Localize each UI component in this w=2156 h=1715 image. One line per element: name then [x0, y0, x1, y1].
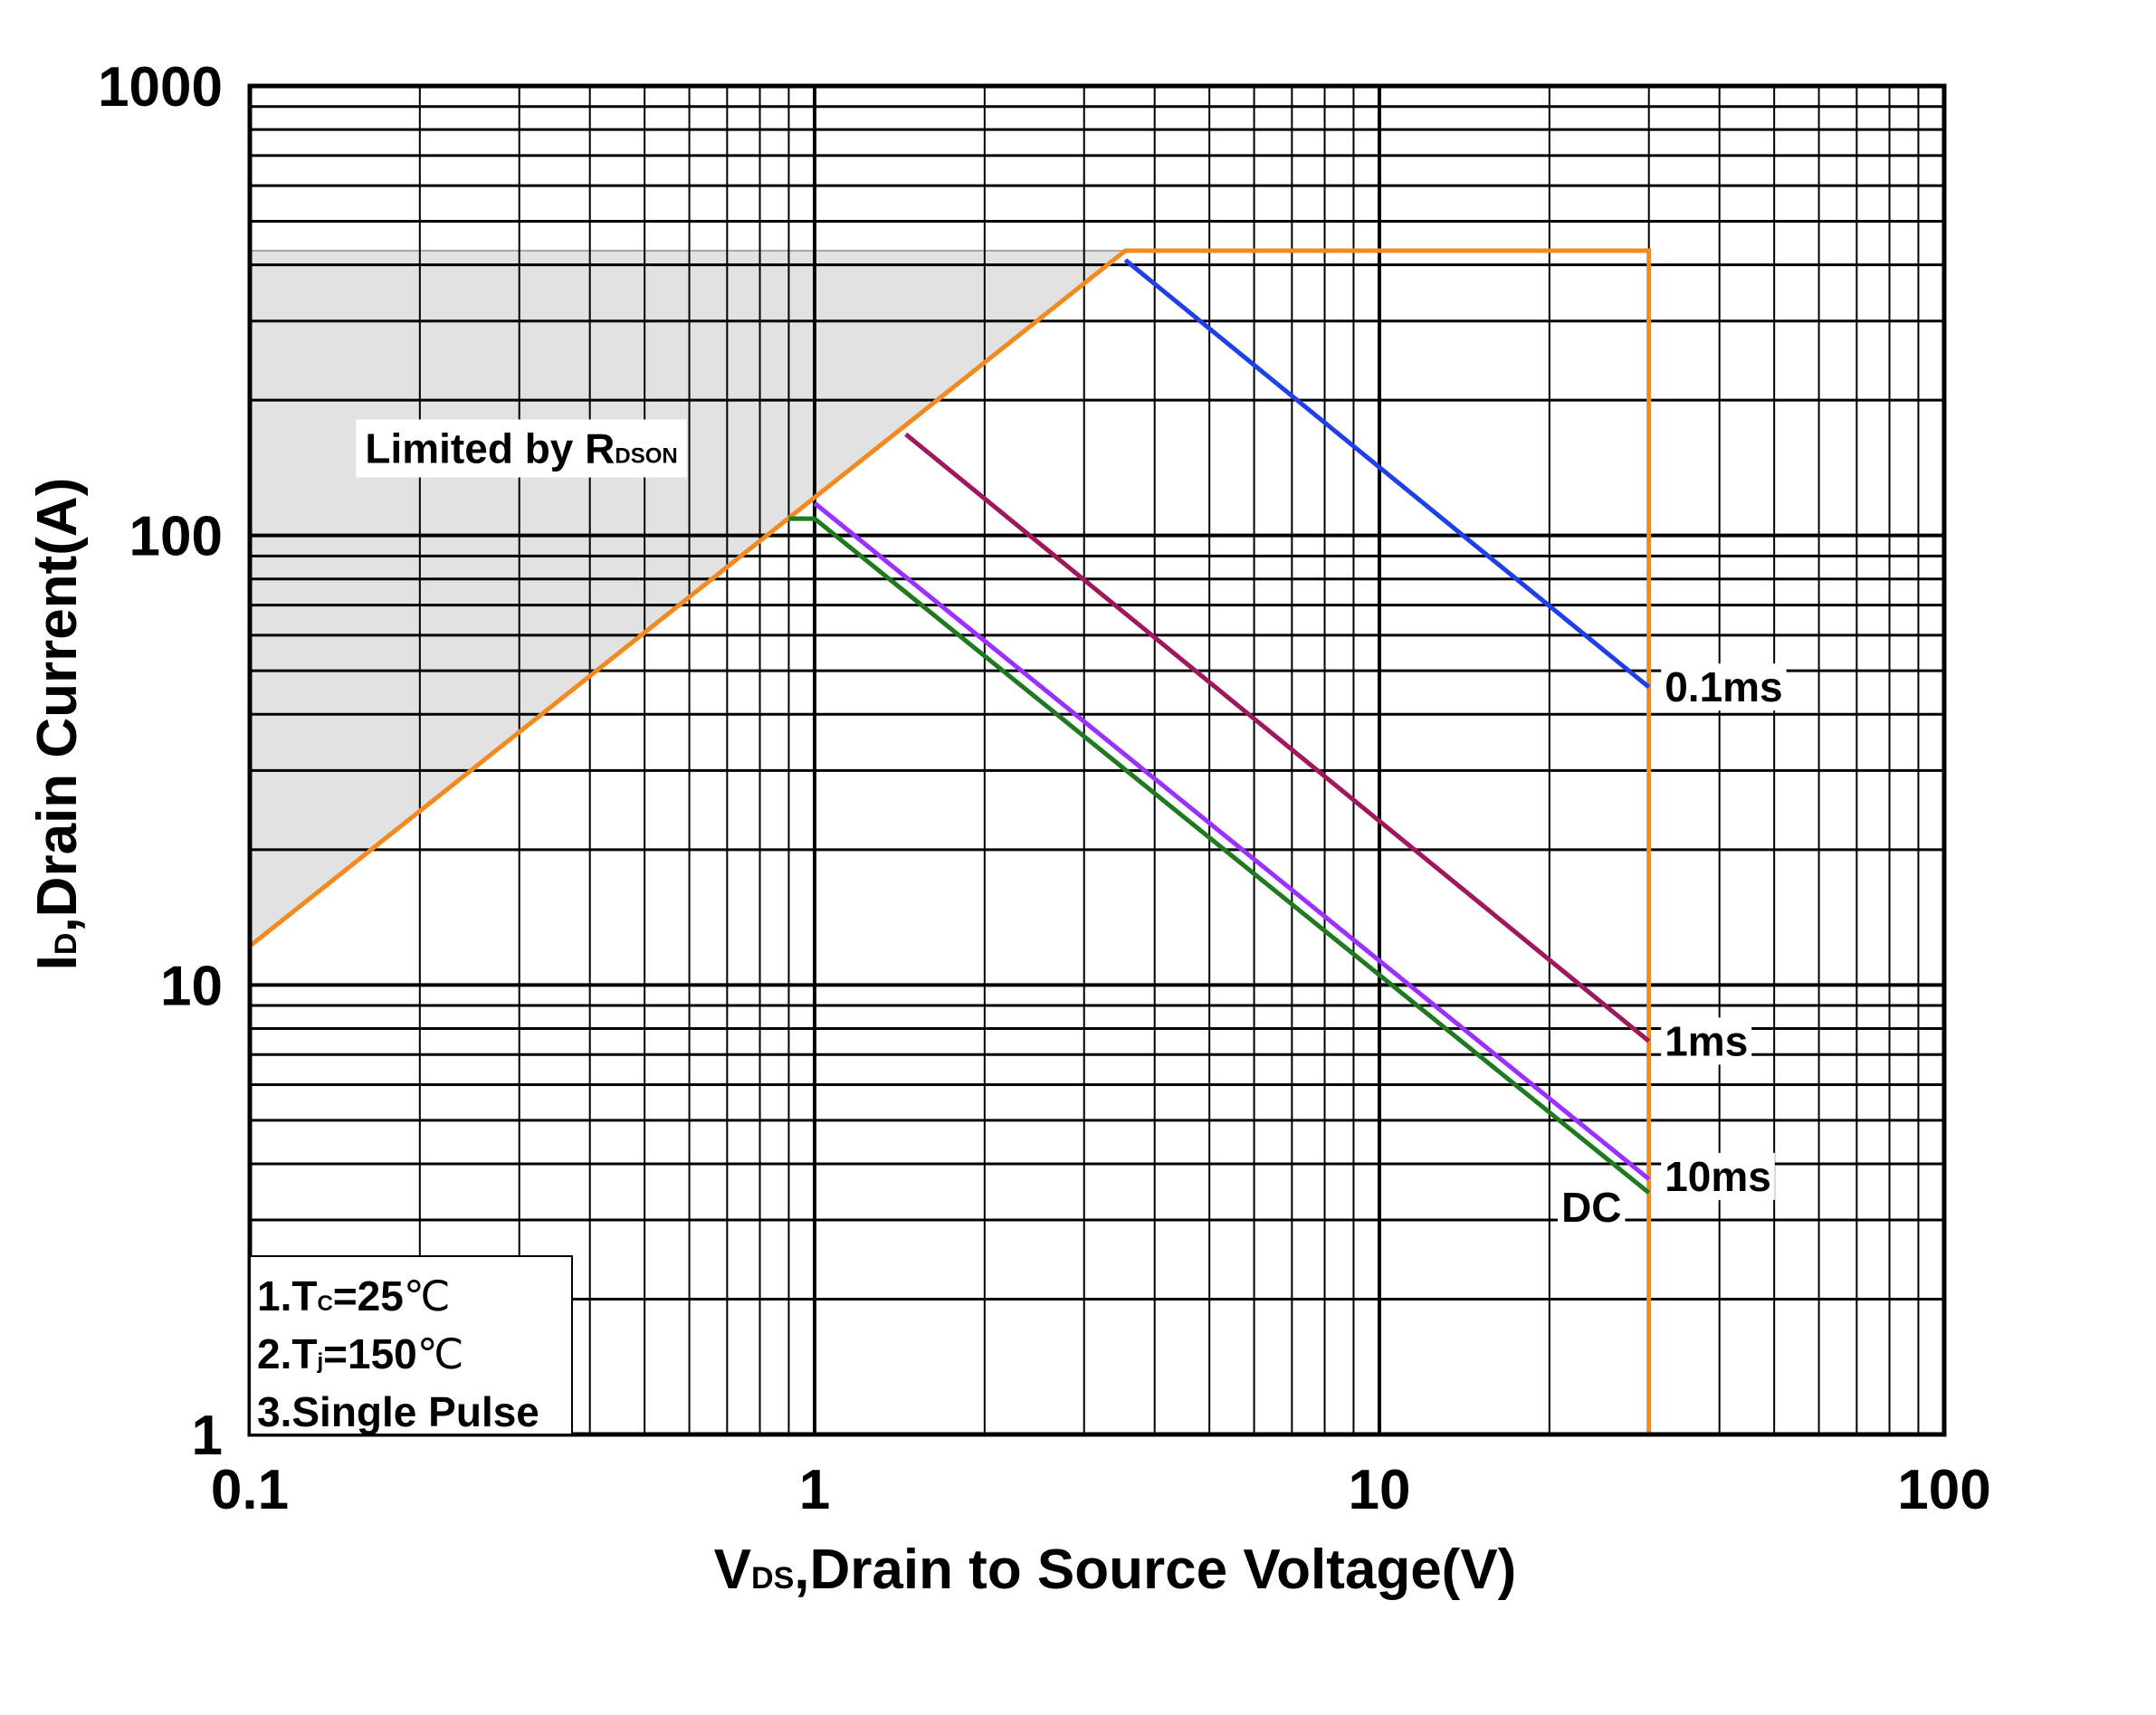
series-label-1ms: 1ms [1665, 1017, 1748, 1064]
x-tick-label: 0.1 [211, 1459, 289, 1521]
region-label: Limited by RDSON [365, 425, 677, 472]
series-layer [248, 248, 1652, 1434]
series-label-10ms: 10ms [1665, 1153, 1771, 1200]
series-line-dc [788, 516, 1651, 1195]
x-tick-label: 1 [799, 1459, 830, 1521]
y-tick-label: 1000 [98, 56, 223, 119]
y-tick-label: 10 [160, 955, 223, 1017]
series-line-10ms [813, 501, 1651, 1181]
y-tick-label: 1 [192, 1405, 223, 1467]
series-line-1ms [904, 432, 1651, 1043]
note-line-3: 3.Single Pulse [257, 1388, 539, 1435]
series-label-0-1ms: 0.1ms [1665, 663, 1782, 710]
series-label-bg [1661, 1017, 1752, 1065]
note-line-1: 1.TC=25℃ [257, 1272, 451, 1320]
y-axis-title: ID,Drain Current(A) [26, 478, 89, 971]
note-line-2: 2.Tj=150℃ [257, 1330, 463, 1377]
x-tick-label: 10 [1349, 1459, 1411, 1521]
region-label-bg [356, 419, 687, 478]
notes-box [249, 1255, 573, 1435]
series-label-dc: DC [1561, 1184, 1621, 1231]
x-tick-label: 100 [1897, 1459, 1990, 1521]
series-label-bg [1558, 1184, 1626, 1232]
series-line-limit-boundary [248, 248, 1652, 1434]
plot-frame [247, 83, 1947, 1437]
series-line-0-1ms [1123, 258, 1651, 690]
series-label-bg [1661, 1152, 1775, 1200]
x-axis-title: VDS,Drain to Source Voltage(V) [714, 1539, 1517, 1601]
y-tick-label: 100 [129, 506, 223, 568]
series-label-bg [1661, 663, 1787, 711]
